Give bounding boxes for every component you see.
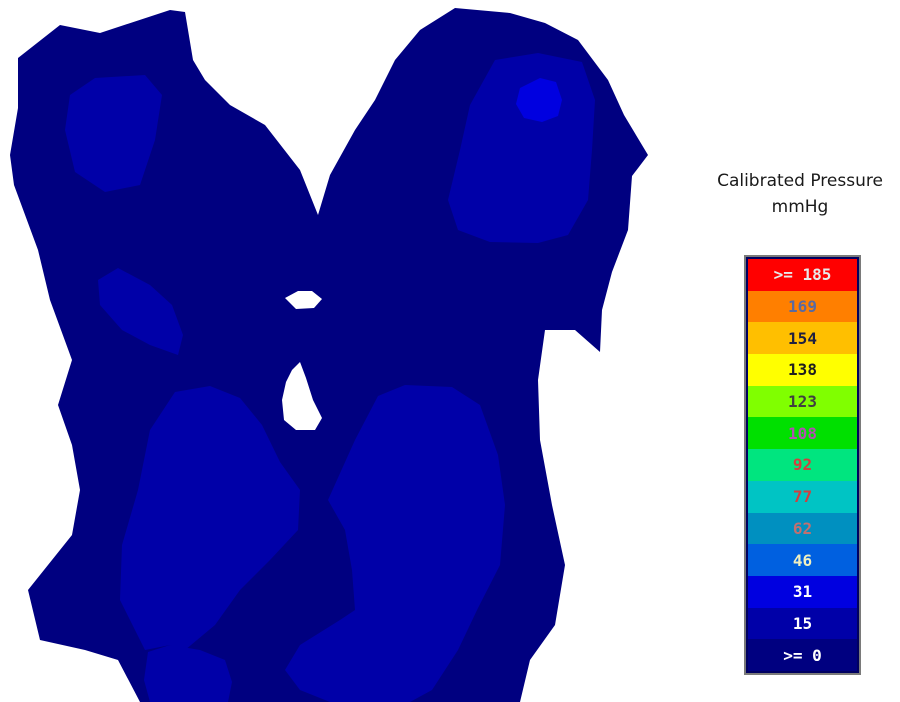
legend-swatch: 15 <box>748 607 857 640</box>
sensor-gap-lower <box>282 362 322 430</box>
legend-swatch-label: 138 <box>788 360 817 380</box>
legend-swatch: 123 <box>748 385 857 418</box>
legend-swatch: 92 <box>748 449 857 481</box>
legend-swatch-label: 108 <box>788 423 817 443</box>
legend-swatch: 169 <box>748 290 857 323</box>
pressure-heatmap <box>10 8 648 702</box>
legend-title-label: Calibrated Pressure <box>717 171 883 191</box>
legend-swatch: 77 <box>748 480 857 513</box>
legend-swatch-label: 154 <box>788 328 817 348</box>
pressure-region-bottom-left <box>144 645 232 702</box>
pressure-region-peak <box>516 78 562 122</box>
legend-swatch-label: 169 <box>788 297 817 317</box>
sensor-gap-upper <box>285 291 322 309</box>
legend-swatch-label: 31 <box>792 582 813 602</box>
legend-swatch-label: 77 <box>792 487 813 507</box>
legend-swatch: 138 <box>748 354 857 386</box>
legend-swatch-label: 92 <box>792 455 813 475</box>
legend-swatch-label: 123 <box>788 392 817 412</box>
pressure-scale-legend: >= 185 169 154 138 123 108 92 77 62 46 31 15 >= 0 <box>744 255 861 675</box>
pressure-region-upper-left <box>65 75 162 192</box>
pressure-region-lower-left <box>120 386 300 650</box>
legend-swatch: 62 <box>748 512 857 545</box>
legend-swatch: 108 <box>748 417 857 450</box>
legend-swatch-label: 15 <box>792 613 813 633</box>
legend-title: Calibrated Pressure mmHg <box>700 168 900 220</box>
legend-swatch: 46 <box>748 544 857 576</box>
legend-swatch-label: >= 0 <box>783 645 822 665</box>
legend-swatch: >= 185 <box>748 259 857 291</box>
legend-swatch-label: 46 <box>792 550 813 570</box>
legend-swatch: 31 <box>748 575 857 608</box>
pressure-region-mid-left <box>98 268 183 355</box>
legend-swatch: >= 0 <box>748 639 857 671</box>
legend-unit-label: mmHg <box>771 197 829 217</box>
legend-swatch: 154 <box>748 322 857 355</box>
legend-swatch-label: >= 185 <box>773 265 832 285</box>
legend-swatch-label: 62 <box>792 518 813 538</box>
pressure-region-lower-right <box>285 385 505 702</box>
